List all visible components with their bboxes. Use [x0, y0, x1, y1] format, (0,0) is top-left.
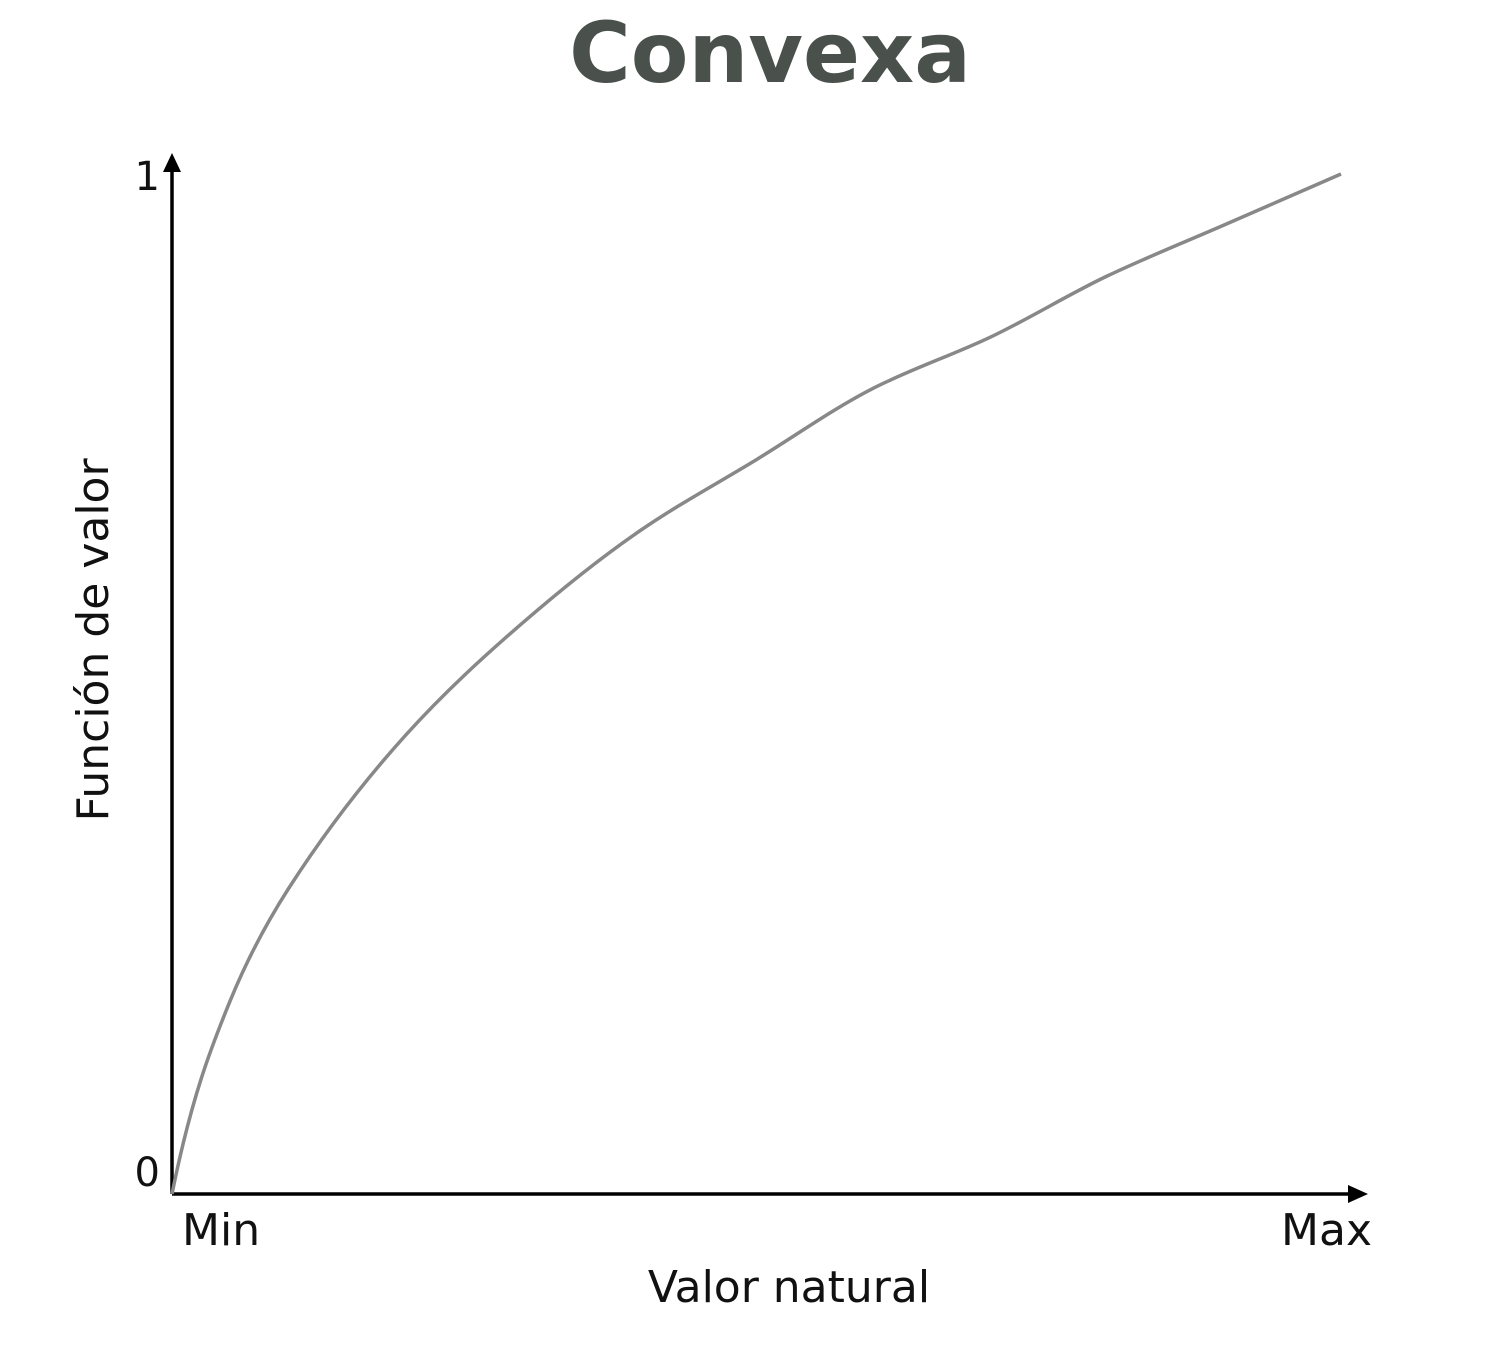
y-tick-label-0: 0 [135, 1150, 160, 1196]
chart-title: Convexa [569, 4, 971, 102]
y-tick-label-1: 1 [135, 154, 160, 200]
y-axis-arrowhead [163, 153, 181, 172]
x-axis-arrowhead [1348, 1185, 1368, 1203]
value-function-curve [170, 172, 1342, 1195]
x-tick-label-min: Min [182, 1205, 260, 1256]
y-axis-label: Función de valor [68, 458, 119, 822]
axes [163, 153, 1368, 1203]
x-tick-label-max: Max [1281, 1205, 1372, 1256]
x-axis-label: Valor natural [648, 1262, 930, 1313]
